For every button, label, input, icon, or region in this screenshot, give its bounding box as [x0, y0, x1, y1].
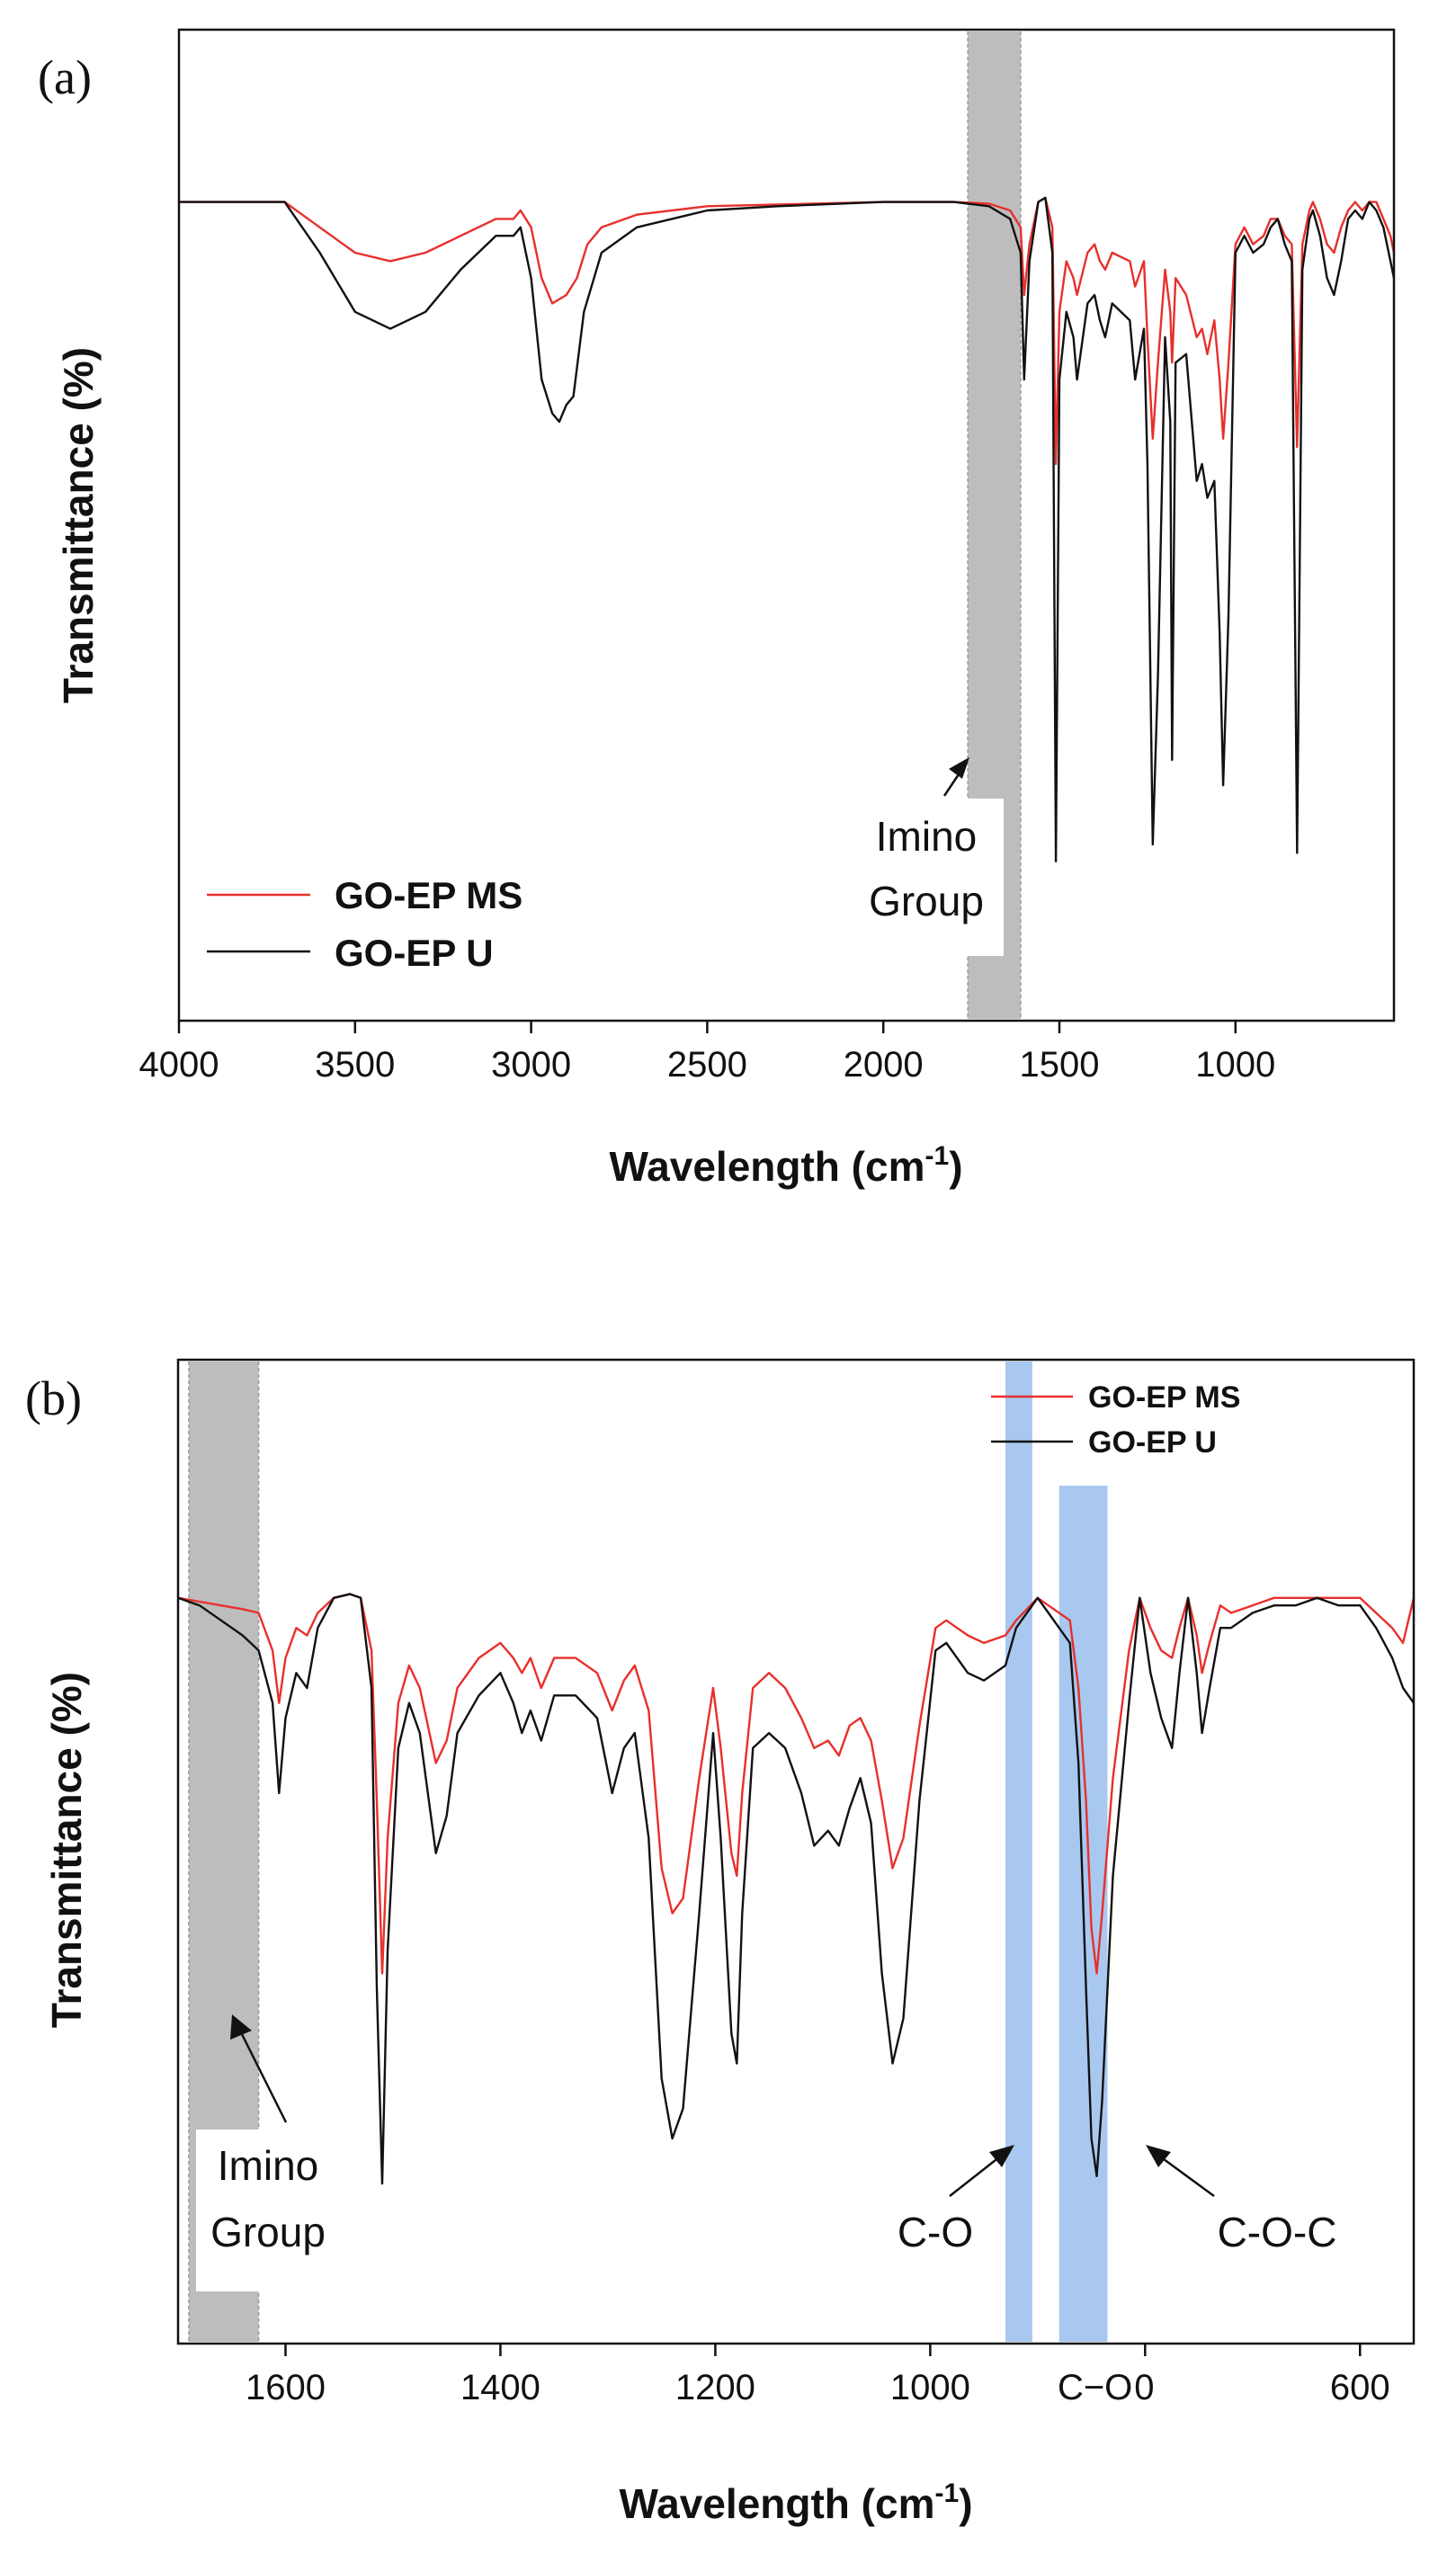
panel-b-xlabel-tail: ): [959, 2480, 972, 2527]
panel-a-imino-arrow-shaft: [942, 771, 962, 797]
band-c-o: [1005, 1362, 1032, 2342]
panel-b-imino-label-line1: Imino: [218, 2142, 318, 2189]
panel-b: (b) 1600 1400 1200 1000 C−O 0 600 Wavelength (…: [25, 1358, 1416, 2527]
panel-a-imino-label-line1: Imino: [876, 813, 977, 860]
x-tick-label: 3000: [491, 1045, 571, 1085]
panel-a-x-ticks: 4000 3500 3000 2500 2000 1500 1000: [139, 1021, 1275, 1085]
x-tick-label: 1200: [675, 2368, 755, 2407]
x-tick-label: 600: [1330, 2368, 1390, 2407]
panel-b-y-axis-title: Transmittance (%): [43, 1672, 90, 2028]
series-line-go-ep-ms: [179, 196, 1396, 466]
panel-a-xlabel-main: Wavelength (cm: [609, 1143, 925, 1190]
panel-b-xlabel-main: Wavelength (cm: [619, 2480, 934, 2527]
x-tick-label: 1000: [890, 2368, 970, 2407]
panel-a: (a) 4000 3500 3000 2500 2000 1500 1000 Wavelen…: [38, 28, 1396, 1190]
panel-b-xlabel-sup: -1: [935, 2478, 960, 2508]
x-tick-label: 1600: [246, 2368, 326, 2407]
panel-a-imino-arrow-head: [949, 757, 969, 779]
x-tick-label: 0: [1134, 2368, 1154, 2407]
x-tick-label: 1000: [1195, 1045, 1275, 1085]
x-tick-label: 1400: [460, 2368, 540, 2407]
panel-b-imino-arrow-shaft: [239, 2032, 288, 2123]
panel-a-legend-u-label: GO-EP U: [335, 932, 494, 974]
series-line-go-ep-u: [179, 196, 1396, 862]
panel-a-legend-ms-label: GO-EP MS: [335, 874, 523, 916]
panel-a-imino-annotation: Imino Group: [849, 757, 1004, 956]
panel-b-x-axis-title: Wavelength (cm-1): [619, 2478, 972, 2527]
panel-b-coc-label: C-O-C: [1218, 2209, 1337, 2255]
panel-b-coc-annotation: C-O-C: [1146, 2145, 1336, 2255]
x-tick-label: 2000: [844, 1045, 924, 1085]
panel-a-x-axis-title: Wavelength (cm-1): [609, 1141, 962, 1190]
panel-a-y-axis-title: Transmittance (%): [55, 347, 102, 703]
panel-b-legend: GO-EP MS GO-EP U: [991, 1380, 1240, 1460]
x-tick-label: 2500: [667, 1045, 747, 1085]
panel-b-x-ticks: 1600 1400 1200 1000 C−O 0 600: [246, 2344, 1390, 2407]
x-tick-label: 4000: [139, 1045, 219, 1085]
panel-b-imino-label-line2: Group: [210, 2209, 326, 2255]
panel-b-co-annotation: C-O: [898, 2145, 1014, 2255]
series-line-go-ep-ms: [177, 1593, 1416, 1975]
panel-a-series: [179, 196, 1396, 862]
panel-b-series: [177, 1593, 1416, 2185]
series-line-go-ep-u: [177, 1593, 1415, 2185]
panel-a-imino-label-bg: [849, 799, 1004, 956]
panel-a-label: (a): [38, 50, 92, 104]
panel-b-imino-arrow-head: [230, 2014, 252, 2040]
x-tick-label: 1500: [1019, 1045, 1099, 1085]
panel-b-co-label: C-O: [898, 2209, 973, 2255]
x-tick-label: 3500: [315, 1045, 395, 1085]
x-tick-label: C−O: [1058, 2368, 1132, 2407]
panel-a-legend: GO-EP MS GO-EP U: [207, 874, 523, 974]
panel-b-legend-ms-label: GO-EP MS: [1088, 1380, 1240, 1415]
panel-b-coc-arrow-head: [1146, 2145, 1171, 2167]
panel-b-legend-u-label: GO-EP U: [1088, 1425, 1217, 1460]
panel-b-plot-frame: [176, 1358, 1416, 2345]
panel-a-xlabel-sup: -1: [925, 1141, 950, 1171]
panel-a-imino-label-line2: Group: [869, 878, 984, 924]
panel-a-plot-frame: [177, 28, 1396, 1023]
panel-b-imino-label-bg: [196, 2130, 349, 2291]
panel-a-xlabel-tail: ): [949, 1143, 962, 1190]
panel-b-imino-annotation: Imino Group: [196, 2014, 349, 2291]
panel-b-co-arrow-shaft: [949, 2156, 1001, 2197]
panel-b-label: (b): [25, 1371, 82, 1425]
panel-b-co-arrow-head: [989, 2145, 1014, 2167]
panel-b-coc-arrow-shaft: [1159, 2155, 1215, 2198]
